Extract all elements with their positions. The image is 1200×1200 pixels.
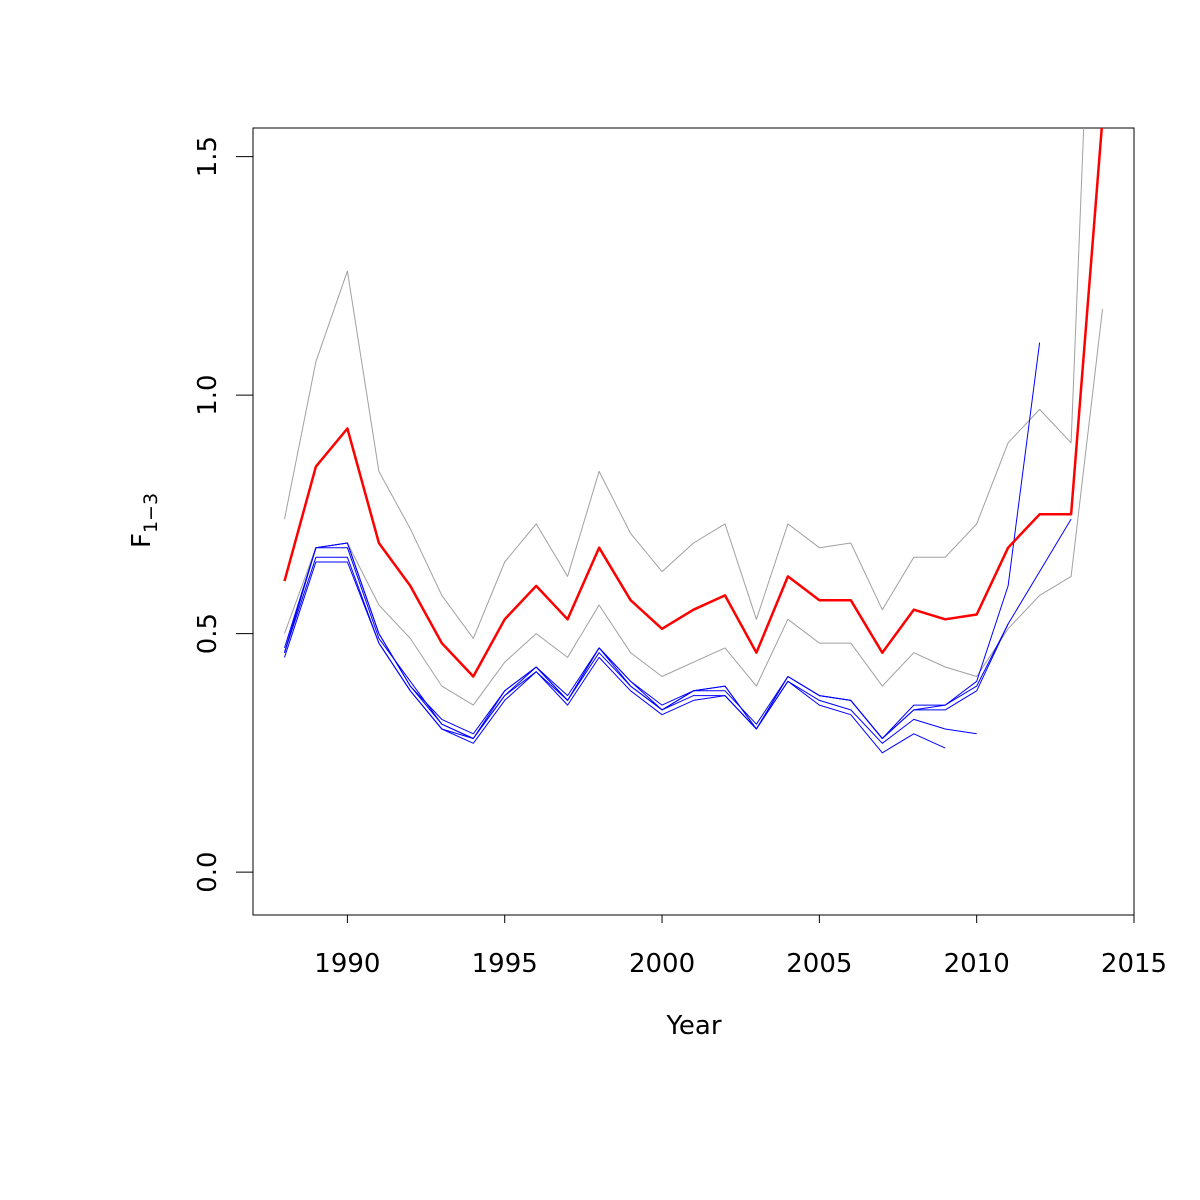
x-tick-label: 2005 [786,949,852,979]
series-line-lower-2 [284,309,1103,706]
y-axis-label-subscript: 1−3 [140,493,162,533]
y-axis-label: F1−3 [127,493,162,548]
y-axis-label-main: F [127,533,157,548]
x-axis: 1990 1995 2000 2005 2010 2015 [314,914,1167,979]
series-line-estimate-0 [283,128,1104,678]
x-tick-label: 1990 [314,949,380,979]
series-line-retro-7 [284,561,946,754]
y-tick-label: 1.5 [193,136,223,177]
y-tick-label: 0.0 [193,851,223,892]
series-line-retro-5 [284,542,1009,739]
series-layer [283,128,1104,754]
series-line-retro-3 [284,342,1041,739]
x-tick-label: 2015 [1101,949,1167,979]
y-tick-label: 1.0 [193,374,223,415]
x-axis-label: Year [665,1011,721,1041]
plot-frame [252,127,1135,916]
x-tick-label: 2000 [629,949,695,979]
y-axis: 0.0 0.5 1.0 1.5 [193,136,254,893]
series-line-upper-1 [284,128,1085,639]
x-tick-label: 2010 [944,949,1010,979]
y-tick-label: 0.5 [193,613,223,654]
x-tick-label: 1995 [472,949,538,979]
